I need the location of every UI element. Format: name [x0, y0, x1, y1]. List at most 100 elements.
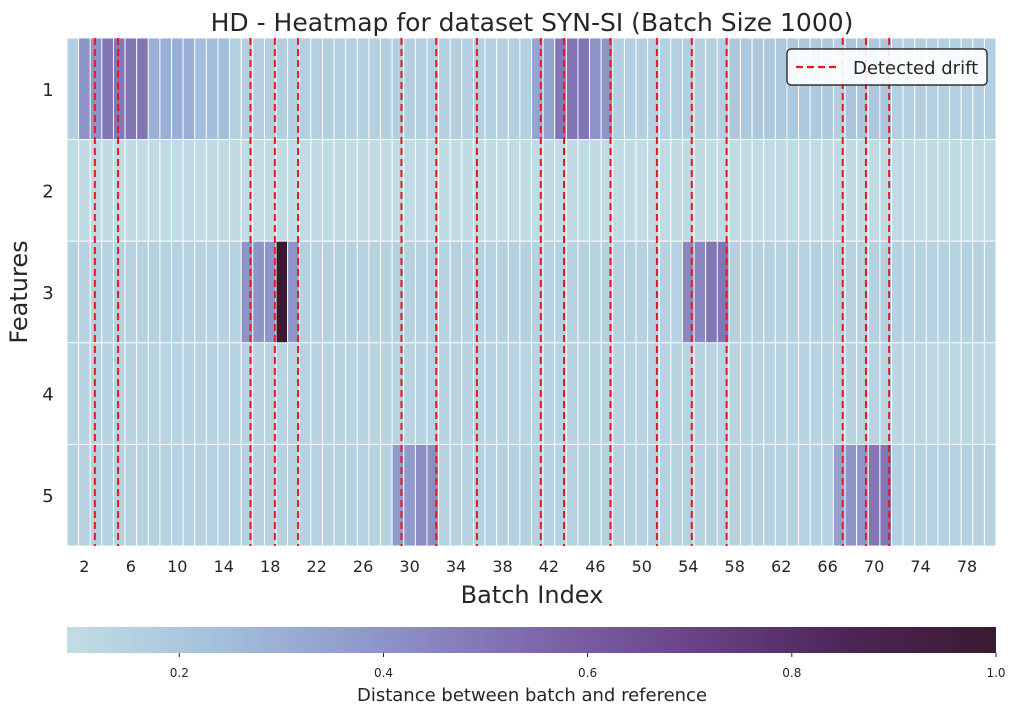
- heatmap-cell: [403, 443, 416, 547]
- heatmap-cell: [891, 240, 904, 344]
- heatmap-cell: [472, 443, 486, 547]
- heatmap-cell: [461, 443, 474, 547]
- heatmap-cell: [925, 443, 939, 547]
- heatmap-cell: [751, 342, 765, 445]
- heatmap-cell: [821, 139, 834, 242]
- heatmap-cell: [194, 342, 207, 445]
- heatmap-cell: [751, 37, 765, 141]
- heatmap-cell: [960, 139, 974, 242]
- heatmap-cell: [356, 240, 370, 344]
- heatmap-cell: [542, 37, 556, 141]
- colorbar-tick-label: 1.0: [986, 666, 1005, 680]
- heatmap-cell: [368, 37, 381, 141]
- heatmap-cell: [798, 240, 811, 344]
- heatmap-cell: [902, 342, 916, 445]
- heatmap-cell: [519, 37, 532, 141]
- heatmap-cell: [380, 342, 393, 445]
- heatmap-cell: [972, 342, 985, 445]
- heatmap-cell: [449, 240, 463, 344]
- heatmap-cell: [623, 240, 637, 344]
- heatmap-cell: [612, 240, 625, 344]
- heatmap-cell: [252, 443, 265, 547]
- heatmap-cell: [66, 139, 80, 242]
- heatmap-cell: [670, 240, 683, 344]
- heatmap-cell: [484, 443, 498, 547]
- heatmap-cell: [902, 139, 916, 242]
- heatmap-cell: [670, 443, 683, 547]
- heatmap-cell: [949, 139, 962, 242]
- heatmap-cells: [66, 37, 997, 547]
- heatmap-cell: [937, 139, 951, 242]
- heatmap-cell: [298, 443, 312, 547]
- colorbar-label: Distance between batch and reference: [357, 685, 707, 706]
- x-tick-label: 22: [307, 557, 327, 576]
- heatmap-cell: [147, 37, 161, 141]
- heatmap-cell: [136, 37, 149, 141]
- heatmap-cell: [798, 443, 811, 547]
- heatmap-cell: [774, 342, 788, 445]
- x-tick-label: 34: [446, 557, 466, 576]
- heatmap-cell: [345, 342, 358, 445]
- heatmap-cell: [844, 342, 858, 445]
- heatmap-cell: [623, 443, 637, 547]
- heatmap-cell: [983, 139, 997, 242]
- heatmap-cell: [960, 240, 974, 344]
- heatmap-cell: [438, 37, 451, 141]
- heatmap-cell: [159, 443, 172, 547]
- heatmap-cell: [507, 139, 521, 242]
- heatmap-cell: [147, 139, 161, 242]
- colorbar-tick-label: 0.2: [170, 666, 189, 680]
- heatmap-cell: [89, 342, 103, 445]
- legend: Detected drift: [786, 48, 988, 86]
- heatmap-cell: [914, 443, 927, 547]
- colorbar-tick-label: 0.8: [782, 666, 801, 680]
- heatmap-cell: [414, 342, 428, 445]
- heatmap-cell: [774, 37, 788, 141]
- heatmap-cell: [472, 37, 486, 141]
- heatmap-cell: [101, 240, 114, 344]
- heatmap-cell: [983, 443, 997, 547]
- heatmap-cell: [322, 37, 335, 141]
- heatmap-cell: [612, 443, 625, 547]
- heatmap-cell: [101, 443, 114, 547]
- heatmap-cell: [252, 37, 265, 141]
- heatmap-cell: [763, 139, 776, 242]
- heatmap-cell: [66, 342, 80, 445]
- heatmap-cell: [902, 443, 916, 547]
- heatmap-cell: [333, 37, 347, 141]
- x-tick-label: 10: [167, 557, 187, 576]
- heatmap-cell: [914, 240, 927, 344]
- heatmap-cell: [356, 37, 370, 141]
- x-tick-label: 42: [539, 557, 559, 576]
- heatmap-cell: [507, 37, 521, 141]
- heatmap-cell: [147, 342, 161, 445]
- heatmap-cell: [171, 342, 184, 445]
- heatmap-cell: [112, 443, 126, 547]
- heatmap-cell: [670, 342, 683, 445]
- heatmap-cell: [333, 443, 347, 547]
- heatmap-cell: [112, 139, 126, 242]
- x-tick-label: 30: [399, 557, 419, 576]
- heatmap-cell: [368, 443, 381, 547]
- heatmap-cell: [380, 443, 393, 547]
- heatmap-cell: [205, 342, 219, 445]
- heatmap-cell: [461, 37, 474, 141]
- x-tick-label: 14: [214, 557, 234, 576]
- heatmap-cell: [972, 139, 985, 242]
- y-tick-label: 5: [42, 486, 53, 507]
- heatmap-cell: [949, 342, 962, 445]
- heatmap-cell: [298, 37, 312, 141]
- heatmap-cell: [298, 240, 312, 344]
- heatmap-cell: [658, 443, 672, 547]
- heatmap-cell: [925, 240, 939, 344]
- heatmap-cell: [542, 139, 556, 242]
- heatmap-cell: [182, 342, 196, 445]
- heatmap-cell: [438, 139, 451, 242]
- heatmap-cell: [507, 240, 521, 344]
- y-tick-label: 1: [42, 80, 53, 101]
- x-tick-label: 70: [864, 557, 884, 576]
- heatmap-cell: [194, 37, 207, 141]
- heatmap-cell: [867, 342, 881, 445]
- heatmap-cell: [589, 443, 602, 547]
- heatmap-cell: [438, 342, 451, 445]
